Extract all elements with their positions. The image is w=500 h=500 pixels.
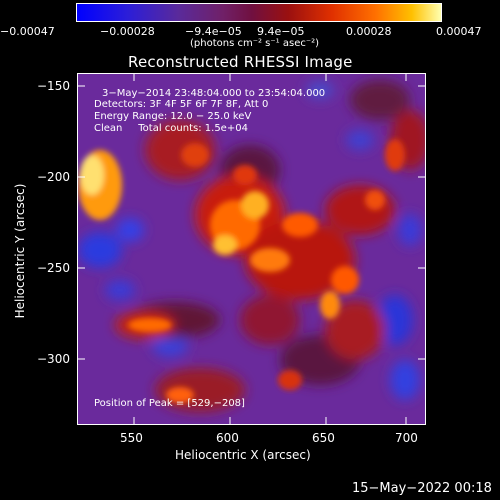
clean-counts-label: Clean Total counts: 1.5e+04 <box>94 123 248 134</box>
y-axis-label: Heliocentric Y (arcsec) <box>13 183 27 319</box>
peak-position-label: Position of Peak = [529,−208] <box>94 398 245 409</box>
y-tick-label: −300 <box>37 352 70 366</box>
x-tick-label: 650 <box>312 431 335 445</box>
colorbar-tick-label: 9.4e−05 <box>257 25 305 38</box>
colorbar <box>76 3 442 22</box>
colorbar-tick-label: 0.00047 <box>436 25 482 38</box>
colorbar-tick-label: −9.4e−05 <box>185 25 242 38</box>
colorbar-units: (photons cm⁻² s⁻¹ asec⁻²) <box>190 38 320 49</box>
x-axis-label: Heliocentric X (arcsec) <box>175 448 311 462</box>
x-tick-label: 700 <box>395 431 418 445</box>
plot-title: Reconstructed RHESSI Image <box>128 53 353 71</box>
y-tick-label: −200 <box>37 170 70 184</box>
footer-timestamp: 15−May−2022 00:18 <box>352 481 492 496</box>
colorbar-tick-label: −0.00047 <box>0 25 55 38</box>
intensity-map <box>77 73 425 424</box>
x-tick-label: 550 <box>120 431 143 445</box>
x-tick-label: 600 <box>216 431 239 445</box>
time-range-label: 3−May−2014 23:48:04.000 to 23:54:04.000 <box>102 88 326 99</box>
y-tick-label: −150 <box>37 79 70 93</box>
colorbar-tick-label: 0.00028 <box>346 25 392 38</box>
colorbar-tick-label: −0.00028 <box>100 25 155 38</box>
y-tick-label: −250 <box>37 261 70 275</box>
plot-axes <box>77 73 426 425</box>
detectors-label: Detectors: 3F 4F 5F 6F 7F 8F, Att 0 <box>94 99 269 110</box>
energy-range-label: Energy Range: 12.0 − 25.0 keV <box>94 111 252 122</box>
